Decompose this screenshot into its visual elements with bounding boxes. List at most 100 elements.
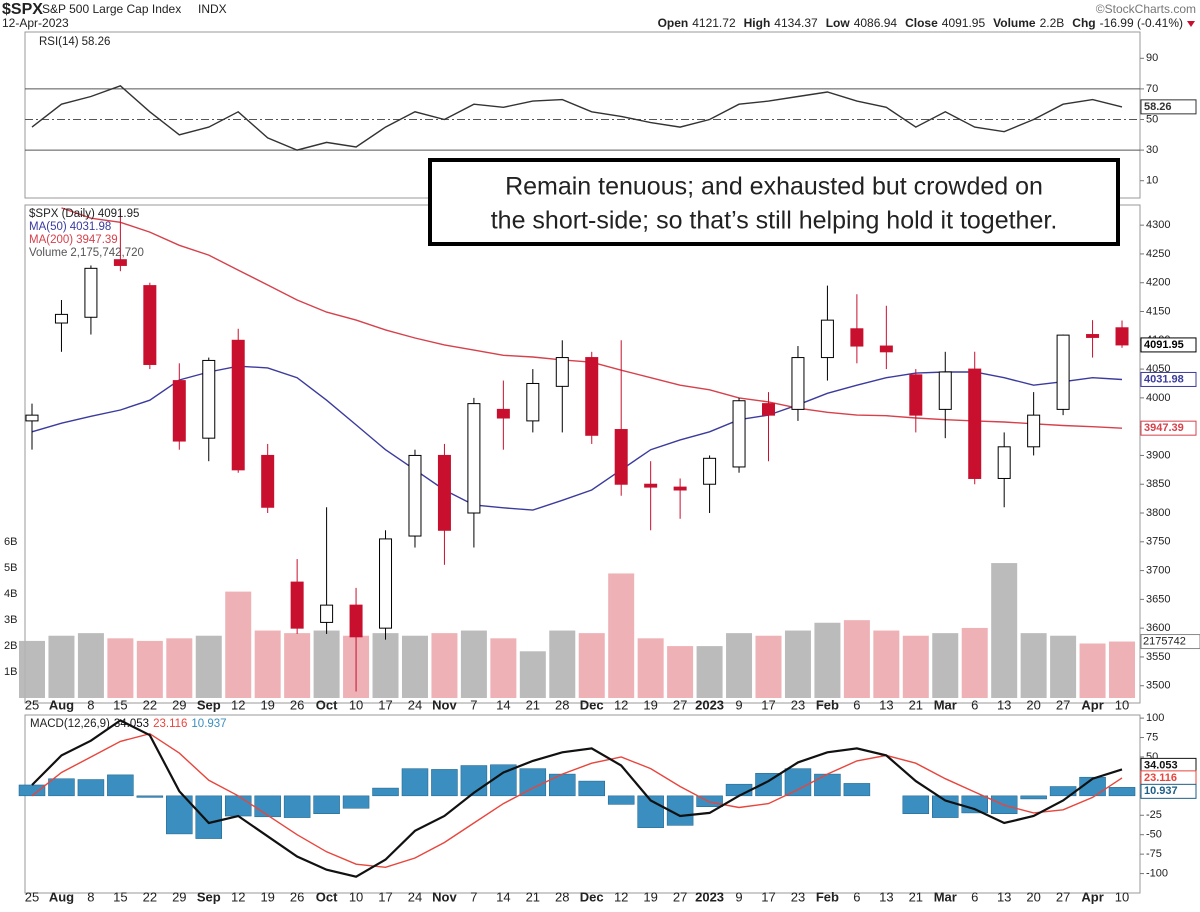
x-tick-label: 28 bbox=[555, 697, 569, 712]
volume-bar bbox=[284, 633, 311, 698]
candle-body bbox=[290, 581, 304, 629]
x-tick-label: 27 bbox=[673, 697, 687, 712]
y-tick-label: 90 bbox=[1146, 52, 1158, 64]
x-tick-label: Feb bbox=[816, 697, 839, 712]
candle-body bbox=[84, 267, 98, 318]
candle-body bbox=[732, 400, 746, 468]
legend-entry: Volume 2,175,742,720 bbox=[29, 247, 144, 259]
x-tick-label: 7 bbox=[470, 697, 477, 712]
y-tick-label: 3900 bbox=[1146, 449, 1170, 461]
histogram-bar bbox=[843, 783, 871, 797]
quote-label: Chg bbox=[1072, 16, 1095, 30]
histogram-bar bbox=[755, 773, 782, 797]
candle-body bbox=[703, 457, 717, 485]
quote-line: Open 4121.72 High 4134.37 Low 4086.94 Close 409… bbox=[658, 16, 1183, 30]
y-tick-label: 75 bbox=[1146, 731, 1158, 743]
x-tick-label: 10 bbox=[1115, 889, 1129, 904]
quote-label: Close bbox=[905, 16, 938, 30]
volume-bar bbox=[814, 622, 841, 698]
x-tick-label: Apr bbox=[1081, 889, 1103, 904]
y-tick-label: -75 bbox=[1146, 848, 1162, 860]
x-tick-label: 14 bbox=[496, 697, 510, 712]
legend-text: RSI(14) bbox=[39, 36, 79, 48]
y-tick-label: 3550 bbox=[1146, 651, 1170, 663]
histogram-bar bbox=[784, 768, 812, 797]
histogram-bar bbox=[1108, 787, 1136, 797]
x-tick-label: 26 bbox=[290, 889, 304, 904]
last-value-tag-box bbox=[1140, 99, 1197, 115]
legend-text: $SPX (Daily) bbox=[29, 208, 95, 220]
y-tick-label: 50 bbox=[1146, 113, 1158, 125]
y-tick-label: 4150 bbox=[1146, 305, 1170, 317]
x-tick-label: 19 bbox=[260, 697, 274, 712]
last-value-tag: 4091.95 bbox=[1144, 339, 1184, 351]
x-tick-label: 8 bbox=[87, 697, 94, 712]
candle-body bbox=[879, 345, 893, 353]
volume-bar bbox=[195, 635, 222, 698]
candle-body bbox=[467, 403, 481, 514]
histogram-bar bbox=[283, 795, 311, 818]
histogram-bar bbox=[1020, 795, 1047, 800]
x-tick-label: 2023 bbox=[695, 697, 724, 712]
down-arrow bbox=[1187, 21, 1195, 27]
x-tick-label: Oct bbox=[316, 697, 338, 712]
legend-text: 4091.95 bbox=[98, 208, 140, 220]
legend-text: 2,175,742,720 bbox=[70, 247, 144, 259]
x-tick-label: 20 bbox=[1026, 889, 1040, 904]
volume-bar bbox=[401, 635, 428, 698]
x-tick-label: Nov bbox=[432, 889, 457, 904]
copyright: ©StockCharts.com bbox=[1096, 2, 1196, 16]
x-tick-label: 21 bbox=[526, 889, 540, 904]
volume-tag-box bbox=[1140, 634, 1200, 650]
candle-body bbox=[968, 368, 982, 479]
x-tick-label: 2023 bbox=[695, 889, 724, 904]
volume-bar bbox=[1109, 641, 1136, 698]
x-tick-label: 10 bbox=[1115, 697, 1129, 712]
x-tick-label: 10 bbox=[349, 697, 363, 712]
histogram-bar bbox=[254, 795, 281, 818]
exchange: INDX bbox=[198, 2, 227, 16]
x-tick-label: 13 bbox=[879, 697, 893, 712]
y-tick-label: 6B bbox=[4, 536, 17, 548]
y-tick-label: -50 bbox=[1146, 829, 1162, 841]
volume-bar bbox=[19, 640, 45, 698]
y-tick-label: 10 bbox=[1146, 175, 1158, 187]
volume-bar bbox=[784, 630, 811, 698]
histogram-bar bbox=[166, 795, 193, 835]
x-tick-label: 13 bbox=[997, 889, 1011, 904]
moving-average bbox=[31, 365, 1123, 511]
volume-bar bbox=[490, 638, 517, 698]
histogram-bar bbox=[77, 779, 105, 797]
volume-bar bbox=[1050, 635, 1077, 698]
histogram-bar bbox=[725, 783, 753, 797]
volume-bar bbox=[166, 638, 193, 698]
last-value-tag-box bbox=[1140, 371, 1197, 387]
x-tick-label: 17 bbox=[378, 889, 392, 904]
x-tick-label: Sep bbox=[197, 889, 221, 904]
histogram-bar bbox=[18, 784, 46, 797]
volume-bar bbox=[107, 638, 134, 698]
x-tick-label: 23 bbox=[791, 697, 805, 712]
quote-value: 4121.72 bbox=[692, 16, 736, 30]
volume-bar bbox=[431, 633, 458, 698]
x-tick-label: 20 bbox=[1026, 697, 1040, 712]
x-tick-label: 10 bbox=[349, 889, 363, 904]
volume-bar bbox=[755, 635, 782, 698]
candle-body bbox=[820, 319, 834, 359]
candle-body bbox=[1086, 334, 1100, 338]
candle-body bbox=[1027, 414, 1041, 448]
histogram-bar bbox=[1079, 776, 1106, 797]
volume-bar bbox=[313, 630, 340, 698]
x-tick-label: 26 bbox=[290, 697, 304, 712]
candle-body bbox=[349, 604, 363, 638]
histogram-bar bbox=[932, 795, 959, 818]
x-tick-label: 6 bbox=[853, 697, 860, 712]
candle-body bbox=[408, 454, 422, 537]
candle-body bbox=[1056, 334, 1070, 410]
annotation-line: Remain tenuous; and exhausted but crowde… bbox=[505, 173, 1043, 201]
y-tick-label: 4B bbox=[4, 588, 17, 600]
histogram-bar bbox=[48, 778, 75, 797]
y-tick-label: 4300 bbox=[1146, 219, 1170, 231]
candle-body bbox=[54, 313, 68, 324]
